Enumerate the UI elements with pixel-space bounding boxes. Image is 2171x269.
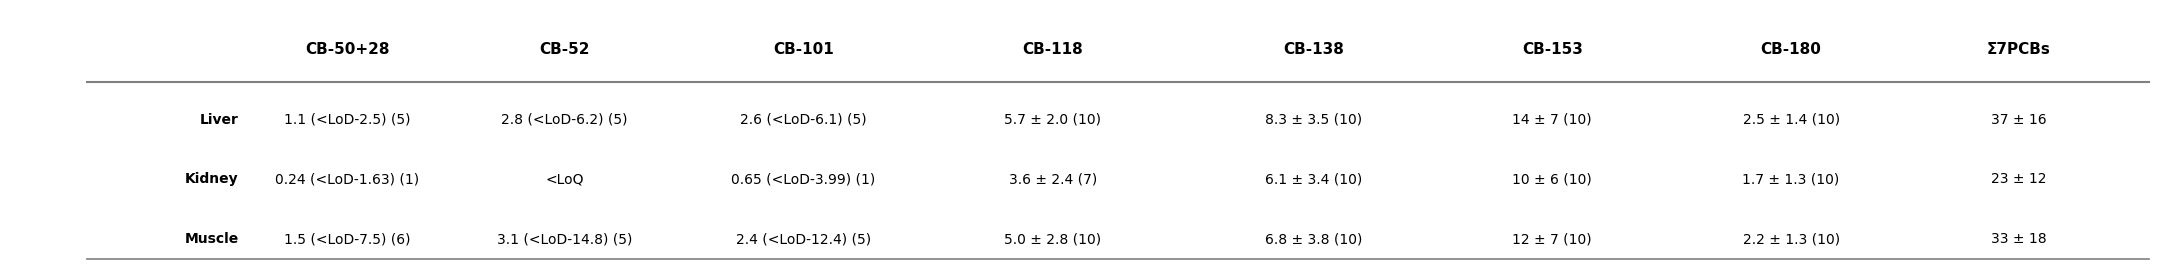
Text: Kidney: Kidney (185, 172, 239, 186)
Text: CB-118: CB-118 (1023, 42, 1083, 57)
Text: 6.1 ± 3.4 (10): 6.1 ± 3.4 (10) (1266, 172, 1361, 186)
Text: 5.7 ± 2.0 (10): 5.7 ± 2.0 (10) (1005, 112, 1101, 126)
Text: CB-180: CB-180 (1761, 42, 1821, 57)
Text: Muscle: Muscle (185, 232, 239, 246)
Text: 6.8 ± 3.8 (10): 6.8 ± 3.8 (10) (1266, 232, 1361, 246)
Text: 2.2 ± 1.3 (10): 2.2 ± 1.3 (10) (1743, 232, 1839, 246)
Text: 2.4 (<LoD-12.4) (5): 2.4 (<LoD-12.4) (5) (736, 232, 871, 246)
Text: 12 ± 7 (10): 12 ± 7 (10) (1513, 232, 1591, 246)
Text: 10 ± 6 (10): 10 ± 6 (10) (1513, 172, 1591, 186)
Text: 33 ± 18: 33 ± 18 (1991, 232, 2047, 246)
Text: 14 ± 7 (10): 14 ± 7 (10) (1513, 112, 1591, 126)
Text: CB-101: CB-101 (773, 42, 834, 57)
Text: CB-52: CB-52 (538, 42, 591, 57)
Text: 2.5 ± 1.4 (10): 2.5 ± 1.4 (10) (1743, 112, 1839, 126)
Text: 2.6 (<LoD-6.1) (5): 2.6 (<LoD-6.1) (5) (740, 112, 866, 126)
Text: 2.8 (<LoD-6.2) (5): 2.8 (<LoD-6.2) (5) (502, 112, 627, 126)
Text: CB-50+28: CB-50+28 (306, 42, 389, 57)
Text: 1.7 ± 1.3 (10): 1.7 ± 1.3 (10) (1743, 172, 1839, 186)
Text: 0.24 (<LoD-1.63) (1): 0.24 (<LoD-1.63) (1) (276, 172, 419, 186)
Text: Liver: Liver (200, 112, 239, 126)
Text: 1.1 (<LoD-2.5) (5): 1.1 (<LoD-2.5) (5) (284, 112, 410, 126)
Text: 3.1 (<LoD-14.8) (5): 3.1 (<LoD-14.8) (5) (497, 232, 632, 246)
Text: 1.5 (<LoD-7.5) (6): 1.5 (<LoD-7.5) (6) (284, 232, 410, 246)
Text: 37 ± 16: 37 ± 16 (1991, 112, 2047, 126)
Text: 8.3 ± 3.5 (10): 8.3 ± 3.5 (10) (1266, 112, 1361, 126)
Text: CB-138: CB-138 (1283, 42, 1344, 57)
Text: 23 ± 12: 23 ± 12 (1991, 172, 2047, 186)
Text: <LoQ: <LoQ (545, 172, 584, 186)
Text: Σ7PCBs: Σ7PCBs (1986, 42, 2052, 57)
Text: 0.65 (<LoD-3.99) (1): 0.65 (<LoD-3.99) (1) (732, 172, 875, 186)
Text: 5.0 ± 2.8 (10): 5.0 ± 2.8 (10) (1005, 232, 1101, 246)
Text: CB-153: CB-153 (1522, 42, 1583, 57)
Text: 3.6 ± 2.4 (7): 3.6 ± 2.4 (7) (1010, 172, 1096, 186)
